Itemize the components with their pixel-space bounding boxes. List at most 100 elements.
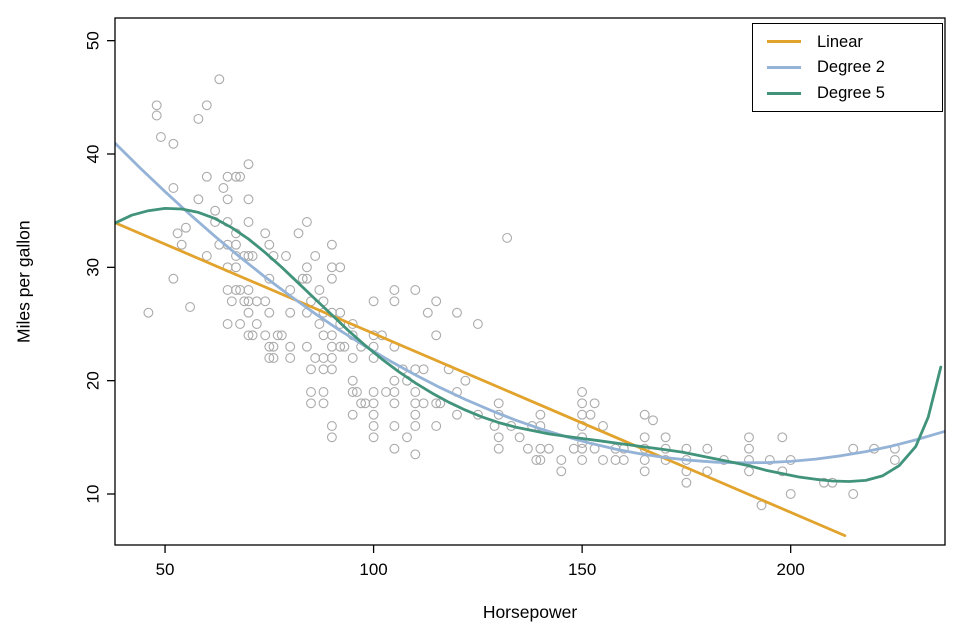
data-point [368, 387, 379, 397]
data-point [368, 421, 379, 431]
data-point [410, 285, 421, 295]
data-point [431, 296, 442, 307]
data-point [301, 341, 312, 352]
y-tick-label: 40 [84, 145, 103, 164]
data-point [318, 387, 329, 397]
data-point [193, 194, 204, 205]
data-point [235, 171, 246, 182]
data-point [231, 262, 241, 273]
data-point [251, 296, 262, 307]
data-point [402, 432, 412, 443]
data-point [214, 74, 225, 85]
data-point [318, 330, 329, 341]
data-point [493, 443, 504, 454]
data-point [276, 330, 287, 341]
data-point [335, 262, 346, 273]
data-point [247, 251, 258, 261]
data-point [431, 398, 442, 409]
x-tick-label: 150 [568, 560, 596, 579]
data-point [268, 341, 279, 352]
data-point [151, 110, 162, 121]
data-point [318, 398, 329, 409]
data-point [556, 455, 567, 465]
legend-label-linear: Linear [817, 32, 863, 51]
data-point [410, 421, 421, 431]
data-point [389, 296, 400, 307]
data-point [326, 341, 337, 352]
data-point [281, 251, 291, 261]
data-point [172, 228, 183, 239]
data-point [318, 353, 329, 363]
data-point [326, 421, 337, 431]
data-point [493, 432, 504, 443]
data-point [514, 432, 525, 443]
legend-line-swatch-degree-2 [767, 66, 801, 69]
data-point [639, 432, 650, 443]
data-point [268, 353, 279, 363]
data-point [418, 398, 429, 409]
legend-line-swatch-degree-5 [767, 91, 801, 95]
legend-entry-degree-2: Degree 2 [753, 59, 942, 76]
data-point [460, 375, 471, 386]
data-point [243, 251, 254, 261]
data-point [318, 364, 329, 375]
y-tick-label: 30 [84, 258, 103, 277]
data-point [301, 217, 312, 227]
data-point [410, 387, 421, 397]
data-point [285, 353, 296, 363]
x-tick-label: 200 [776, 560, 804, 579]
data-point [326, 273, 337, 284]
fit-curve-linear [115, 221, 847, 537]
data-point [431, 421, 442, 431]
data-point [306, 364, 316, 375]
data-point [226, 296, 237, 307]
data-point [639, 409, 650, 420]
data-point [389, 285, 400, 295]
data-point [639, 466, 650, 477]
data-point [347, 387, 358, 397]
data-point [218, 183, 229, 193]
data-point [351, 387, 362, 397]
data-point [151, 100, 162, 111]
data-point [260, 296, 271, 307]
data-point [176, 239, 187, 250]
data-point [293, 228, 304, 239]
data-point [702, 443, 713, 454]
data-point [543, 443, 554, 454]
data-point [410, 449, 421, 460]
data-point [535, 409, 546, 420]
y-axis-title: Miles per gallon [13, 220, 34, 343]
data-point [764, 455, 775, 465]
data-point [827, 477, 838, 488]
data-point [260, 330, 271, 341]
data-point [531, 455, 542, 465]
data-point [535, 455, 546, 465]
data-point [648, 415, 658, 426]
data-point [301, 273, 312, 284]
data-point [577, 387, 588, 397]
data-point [201, 100, 212, 111]
data-point [243, 330, 254, 341]
data-point [247, 330, 258, 341]
data-point [326, 364, 337, 375]
data-point [472, 319, 483, 329]
data-point [589, 398, 600, 409]
data-point [347, 353, 358, 363]
data-point [210, 205, 221, 216]
data-point [598, 455, 608, 465]
data-point [168, 138, 179, 149]
x-axis-title: Horsepower [482, 602, 578, 622]
data-point [522, 443, 533, 454]
data-point [168, 273, 179, 284]
data-point [193, 113, 204, 124]
data-point [777, 432, 788, 443]
data-point [368, 398, 379, 409]
data-point [347, 375, 358, 386]
data-point [326, 432, 337, 443]
y-tick-label: 20 [84, 371, 103, 390]
data-point [243, 307, 254, 318]
data-point [577, 409, 588, 420]
data-point [610, 455, 621, 465]
data-point [243, 285, 254, 295]
